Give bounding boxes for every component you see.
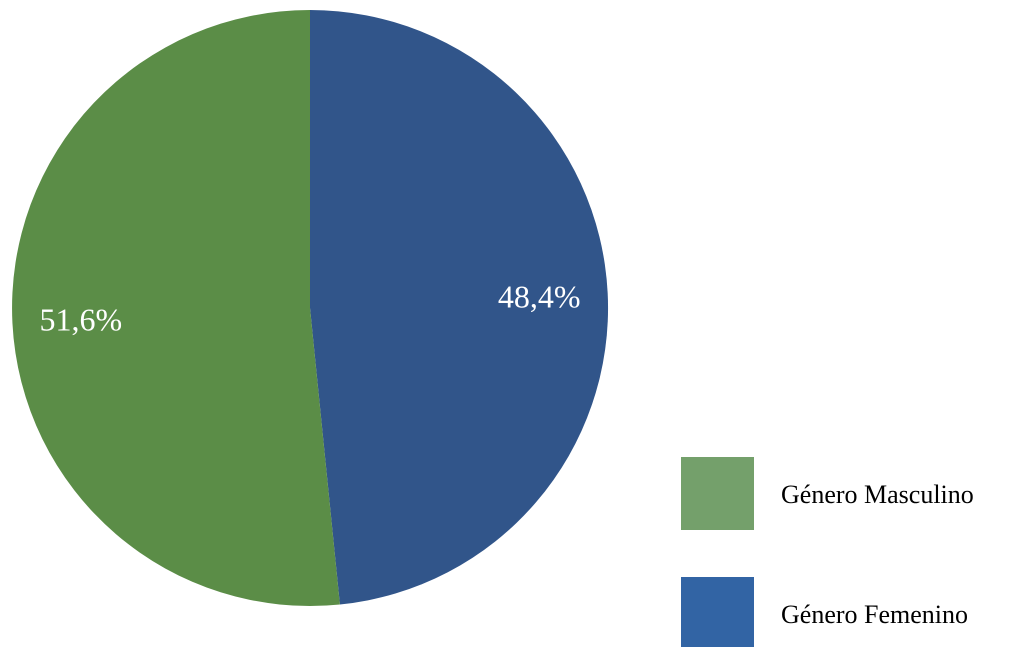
data-label-masculino: 51,6% [39, 302, 122, 338]
pie-slice-femenino [310, 9, 609, 605]
legend-label-femenino: Género Femenino [781, 600, 968, 629]
pie-slice-masculino [12, 10, 340, 606]
data-label-femenino: 48,4% [498, 279, 581, 315]
legend-swatch-masculino [681, 457, 754, 530]
pie-data-labels: 48,4% 51,6% [39, 279, 580, 338]
legend-label-masculino: Género Masculino [781, 480, 974, 509]
legend: Género Masculino Género Femenino [681, 457, 974, 647]
pie-slices [12, 9, 609, 606]
legend-swatch-femenino [681, 577, 754, 647]
